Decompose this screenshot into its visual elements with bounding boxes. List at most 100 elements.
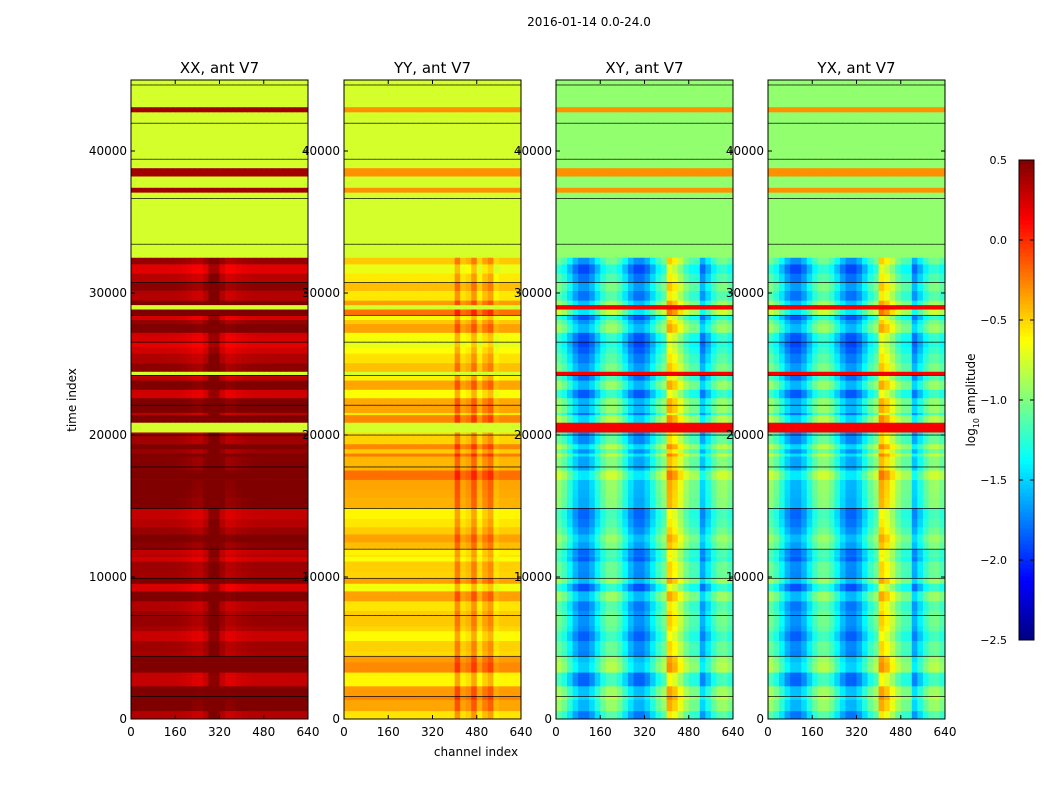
heatmap-cell <box>487 314 494 320</box>
heatmap-cell <box>136 332 143 337</box>
heatmap-cell <box>213 346 221 354</box>
heatmap-cell <box>388 300 395 306</box>
heatmap-cell <box>280 209 287 216</box>
heatmap-cell <box>438 319 445 325</box>
heatmap-cell <box>208 556 215 562</box>
heatmap-cell <box>382 456 389 467</box>
heatmap-cell <box>399 650 406 656</box>
heatmap-cell <box>493 304 500 310</box>
heatmap-cell <box>476 380 483 386</box>
heatmap-cell <box>482 374 489 381</box>
heatmap-cell <box>371 518 378 528</box>
heatmap-cell <box>393 466 400 471</box>
heatmap-cell <box>377 507 384 519</box>
heatmap-cell <box>393 650 400 656</box>
heatmap-cell <box>285 610 293 616</box>
heatmap-cell <box>147 362 154 372</box>
heatmap-cell <box>302 167 308 177</box>
heatmap-cell <box>471 273 478 283</box>
heatmap-cell <box>404 556 411 562</box>
heatmap-cell <box>426 323 434 333</box>
heatmap-cell <box>247 556 254 562</box>
heatmap-cell <box>263 489 270 498</box>
heatmap-cell <box>382 414 389 423</box>
heatmap-cell <box>487 699 494 712</box>
heatmap-cell <box>247 80 254 85</box>
heatmap-cell <box>415 583 423 592</box>
heatmap-cell <box>147 314 154 320</box>
heatmap-cell <box>498 346 506 354</box>
heatmap-cell <box>219 397 226 405</box>
heatmap-cell <box>426 448 434 454</box>
heatmap-cell <box>197 640 204 652</box>
heatmap-cell <box>131 323 138 333</box>
heatmap-cell <box>471 389 478 399</box>
heatmap-cell <box>410 385 417 390</box>
heatmap-cell <box>509 281 517 291</box>
heatmap-cell <box>180 281 187 291</box>
heatmap-cell <box>280 695 287 700</box>
heatmap-cell <box>476 526 483 535</box>
heatmap-cell <box>136 534 143 543</box>
heatmap-cell <box>421 640 428 652</box>
heatmap-cell <box>258 456 265 467</box>
heatmap-cell <box>169 257 176 265</box>
heatmap-cell <box>421 541 428 549</box>
heatmap-cell <box>285 432 293 435</box>
heatmap-cell <box>366 695 373 700</box>
heatmap-cell <box>241 374 248 381</box>
heatmap-cell <box>252 335 259 342</box>
heatmap-cell <box>344 385 351 390</box>
heatmap-cell <box>460 264 467 274</box>
heatmap-cell <box>252 479 259 490</box>
heatmap-cell <box>147 466 154 471</box>
heatmap-cell <box>230 453 237 457</box>
heatmap-cell <box>285 273 293 283</box>
heatmap-cell <box>175 332 182 337</box>
heatmap-cell <box>366 561 373 573</box>
heatmap-cell <box>142 353 149 364</box>
heatmap-cell <box>443 625 450 632</box>
heatmap-cell <box>382 631 389 642</box>
heatmap-cell <box>302 507 308 519</box>
heatmap-cell <box>274 192 281 199</box>
heatmap-cell <box>482 489 489 498</box>
heatmap-cell <box>208 192 215 199</box>
heatmap-cell <box>399 341 406 348</box>
heatmap-cell <box>180 518 187 528</box>
heatmap-cell <box>202 209 210 216</box>
heatmap-cell <box>355 541 362 549</box>
heatmap-cell <box>274 137 281 143</box>
heatmap-cell <box>175 197 182 210</box>
heatmap-cell <box>258 374 265 381</box>
heatmap-cell <box>169 412 176 416</box>
heatmap-cell <box>213 672 221 677</box>
heatmap-cell <box>164 353 171 364</box>
heatmap-cell <box>186 561 193 573</box>
heatmap-cell <box>142 209 149 216</box>
heatmap-cell <box>493 422 500 433</box>
heatmap-cell <box>366 309 373 315</box>
heatmap-cell <box>509 710 517 719</box>
heatmap-cell <box>344 625 351 632</box>
heatmap-cell <box>393 323 400 333</box>
heatmap-cell <box>241 214 248 226</box>
heatmap-cell <box>426 625 434 632</box>
heatmap-cell <box>421 614 428 627</box>
heatmap-cell <box>426 591 434 602</box>
heatmap-cell <box>225 676 232 687</box>
heatmap-cell <box>509 662 517 673</box>
heatmap-cell <box>258 662 265 673</box>
heatmap-cell <box>158 142 165 152</box>
heatmap-cell <box>509 346 517 354</box>
heatmap-cell <box>302 300 308 306</box>
heatmap-cell <box>438 281 445 291</box>
heatmap-cell <box>476 625 483 632</box>
heatmap-cell <box>175 397 182 405</box>
heatmap-cell <box>197 300 204 306</box>
heatmap-cell <box>344 577 351 584</box>
heatmap-cell <box>252 374 259 381</box>
heatmap-cell <box>236 264 243 274</box>
heatmap-cell <box>280 225 287 237</box>
heatmap-cell <box>213 300 221 306</box>
